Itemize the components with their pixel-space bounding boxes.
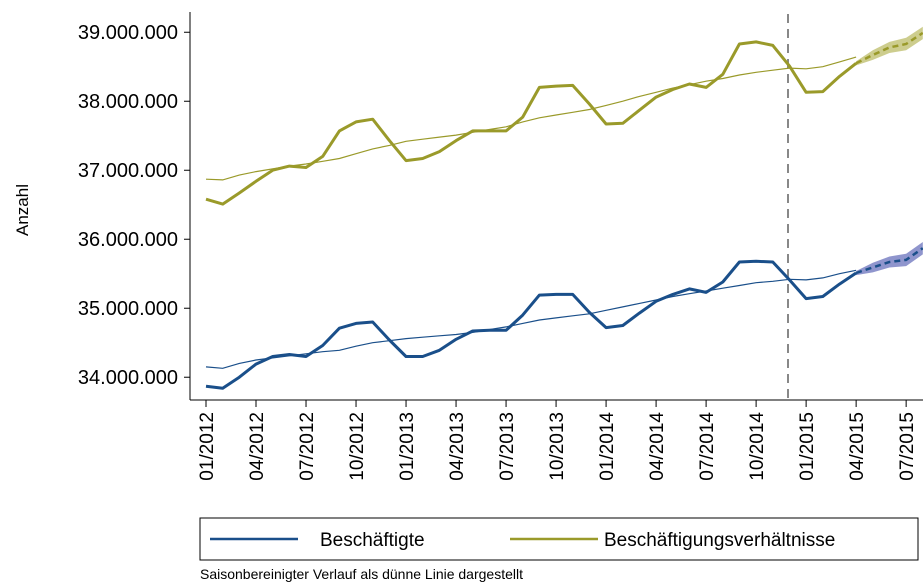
series-line xyxy=(205,259,857,390)
x-tick-label: 01/2014 xyxy=(597,412,618,481)
x-tick-label: 04/2013 xyxy=(447,412,468,481)
x-tick-label: 01/2015 xyxy=(797,412,818,481)
x-tick-label: 01/2013 xyxy=(397,412,418,481)
y-tick-label: 37.000.000 xyxy=(78,160,178,182)
x-tick-label: 10/2013 xyxy=(547,412,568,481)
forecast-line xyxy=(855,247,923,275)
footnote: Saisonbereinigter Verlauf als dünne Lini… xyxy=(200,566,523,582)
x-tick-label: 04/2012 xyxy=(247,412,268,481)
forecast-band xyxy=(856,241,923,276)
y-tick-label: 36.000.000 xyxy=(78,229,178,251)
x-tick-label: 10/2012 xyxy=(347,412,368,481)
forecast-line xyxy=(855,31,923,65)
series-line xyxy=(205,40,858,206)
y-tick-label: 38.000.000 xyxy=(78,91,178,113)
y-tick-label: 35.000.000 xyxy=(78,298,178,320)
legend-label: Beschäftigungsverhältnisse xyxy=(604,530,835,551)
legend-box xyxy=(199,517,919,561)
x-tick-label: 07/2014 xyxy=(697,412,718,481)
x-tick-label: 10/2014 xyxy=(747,412,768,481)
x-tick-label: 04/2014 xyxy=(647,412,668,481)
x-tick-label: 07/2015 xyxy=(897,412,918,481)
forecast-band xyxy=(856,26,923,66)
x-tick-label: 07/2013 xyxy=(497,412,518,481)
legend-label: Beschäftigte xyxy=(320,530,425,551)
x-tick-label: 01/2012 xyxy=(197,412,218,481)
y-tick-label: 34.000.000 xyxy=(78,367,178,389)
x-tick-label: 04/2015 xyxy=(847,412,868,481)
y-tick-label: 39.000.000 xyxy=(78,22,178,44)
x-tick-label: 07/2012 xyxy=(297,412,318,481)
y-axis-title: Anzahl xyxy=(13,184,32,236)
